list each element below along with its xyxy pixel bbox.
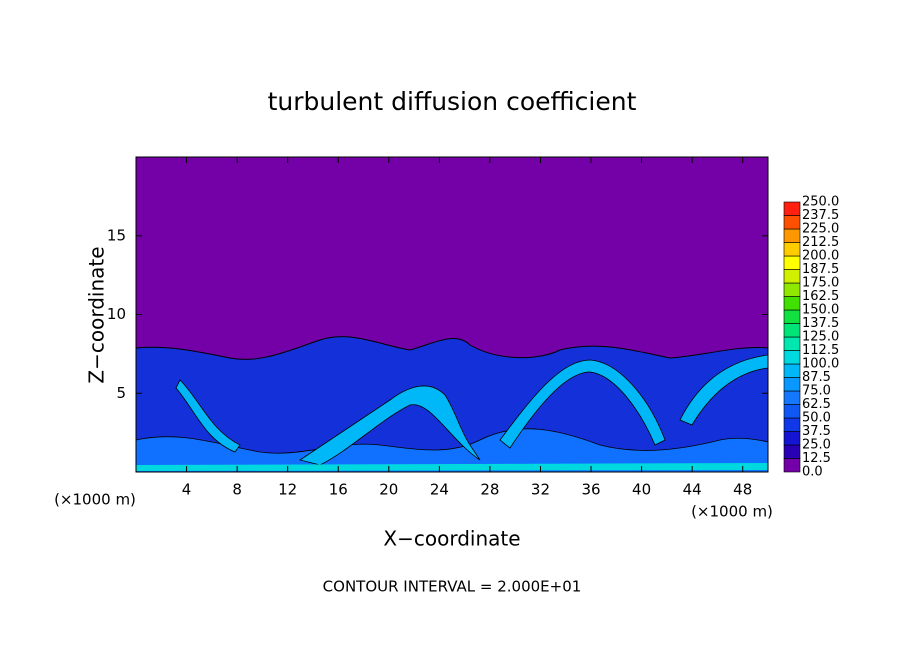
colorbar-segment	[783, 336, 801, 351]
colorbar-segment	[783, 323, 801, 338]
colorbar-label: 62.5	[802, 397, 831, 412]
x-tick-label: 24	[430, 481, 449, 499]
colorbar-label: 212.5	[802, 235, 839, 250]
x-unit-label: (×1000 m)	[691, 503, 773, 521]
field-streak	[299, 385, 481, 466]
colorbar-label: 12.5	[802, 451, 831, 466]
colorbar-label: 150.0	[802, 303, 839, 318]
colorbar-label: 125.0	[802, 330, 839, 345]
colorbar-label: 87.5	[802, 370, 831, 385]
y-tick-label: 15	[107, 226, 126, 244]
field-mid-region	[135, 428, 769, 473]
colorbar-label: 162.5	[802, 289, 839, 304]
colorbar-segment	[783, 444, 801, 459]
colorbar-segment	[783, 350, 801, 365]
colorbar-segment	[783, 201, 801, 216]
colorbar-label: 237.5	[802, 208, 839, 223]
chart-title: turbulent diffusion coefficient	[268, 87, 637, 116]
colorbar-label: 225.0	[802, 222, 839, 237]
colorbar-segment	[783, 215, 801, 230]
colorbar-label: 50.0	[802, 411, 831, 426]
colorbar-label: 250.0	[802, 195, 839, 210]
colorbar-segment	[783, 458, 801, 473]
field-streak	[136, 463, 768, 471]
y-axis-label: Z−coordinate	[85, 246, 109, 383]
x-unit-label: (×1000 m)	[54, 491, 136, 509]
colorbar-label: 100.0	[802, 357, 839, 372]
colorbar-label: 25.0	[802, 438, 831, 453]
colorbar-label: 187.5	[802, 262, 839, 277]
colorbar-label: 0.0	[802, 465, 823, 480]
field-streak	[499, 359, 666, 449]
colorbar-segment	[783, 309, 801, 324]
colorbar-segment	[783, 242, 801, 257]
colorbar-label: 175.0	[802, 276, 839, 291]
y-tick-label: 10	[107, 305, 126, 323]
colorbar-segment	[783, 404, 801, 419]
x-tick-label: 8	[232, 481, 242, 499]
x-axis-label: X−coordinate	[383, 527, 520, 551]
x-tick-label: 44	[683, 481, 702, 499]
colorbar-segment	[783, 228, 801, 243]
colorbar-segment	[783, 282, 801, 297]
contour-field	[135, 157, 769, 473]
x-tick-label: 32	[531, 481, 550, 499]
field-streak	[175, 379, 241, 453]
x-tick-label: 48	[733, 481, 752, 499]
y-tick-label: 5	[116, 384, 126, 402]
x-tick-label: 40	[632, 481, 651, 499]
colorbar-segment	[783, 255, 801, 270]
x-tick-label: 16	[329, 481, 348, 499]
x-tick-label: 4	[182, 481, 192, 499]
colorbar-segment	[783, 296, 801, 311]
colorbar-label: 37.5	[802, 424, 831, 439]
colorbar-label: 75.0	[802, 384, 831, 399]
x-tick-label: 20	[379, 481, 398, 499]
colorbar-label: 200.0	[802, 249, 839, 264]
colorbar-segment	[783, 377, 801, 392]
colorbar-segment	[783, 269, 801, 284]
colorbar-segment	[783, 363, 801, 378]
colorbar-segment	[783, 390, 801, 405]
x-tick-label: 28	[480, 481, 499, 499]
x-tick-label: 12	[278, 481, 297, 499]
colorbar-segment	[783, 417, 801, 432]
colorbar-label: 112.5	[802, 343, 839, 358]
colorbar-label: 137.5	[802, 316, 839, 331]
footer: CONTOUR INTERVAL = 2.000E+01	[323, 578, 582, 596]
x-tick-label: 36	[581, 481, 600, 499]
colorbar-segment	[783, 431, 801, 446]
